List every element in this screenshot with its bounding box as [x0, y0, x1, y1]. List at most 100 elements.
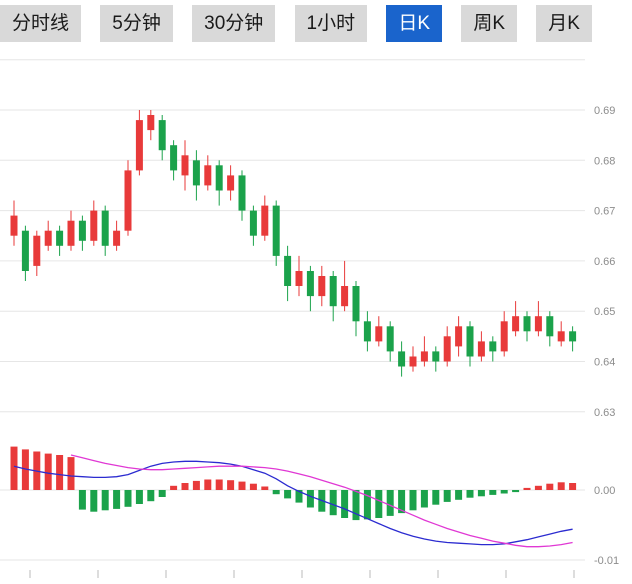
candle-body [375, 326, 383, 342]
macd-bar [204, 479, 212, 490]
macd-bar [352, 490, 360, 521]
candle-body [386, 326, 394, 352]
candle-body [261, 205, 269, 236]
macd-bar [113, 490, 121, 509]
macd-bar [546, 483, 554, 490]
candle-body [90, 210, 98, 241]
price-axis-label: 0.64 [594, 357, 615, 369]
macd-bar [443, 490, 451, 502]
candle-body [135, 120, 143, 171]
macd-bar [78, 490, 86, 510]
candle-body [67, 220, 75, 246]
macd-bar [466, 490, 474, 498]
tab-30min[interactable]: 30分钟 [192, 5, 276, 42]
candle-body [443, 336, 451, 362]
candle-body [512, 316, 520, 332]
macd-bar [147, 490, 155, 502]
candle-body [534, 316, 542, 332]
candle-body [21, 230, 29, 271]
price-axis-label: 0.66 [594, 256, 615, 268]
macd-bar [272, 490, 280, 495]
macd-bar [477, 490, 485, 497]
candle-body [318, 276, 326, 297]
macd-bar [215, 479, 223, 490]
tab-daily-k[interactable]: 日K [386, 5, 443, 42]
macd-bar [21, 449, 29, 490]
wicks-layer [13, 110, 574, 377]
macd-bar [67, 457, 75, 490]
interval-tabbar: 分时线 5分钟 30分钟 1小时 日K 周K 月K [0, 0, 632, 42]
macd-bar [398, 490, 406, 514]
macd-bar [170, 485, 178, 490]
macd-bar [306, 490, 314, 508]
macd-bar [455, 490, 463, 500]
candle-body [409, 356, 417, 367]
candle-body [33, 235, 41, 266]
candle-body [113, 230, 121, 246]
macd-bar [192, 480, 200, 490]
candle-body [489, 341, 497, 352]
tab-1hour[interactable]: 1小时 [294, 5, 368, 42]
dif-line [13, 460, 573, 546]
tab-timeshare[interactable]: 分时线 [0, 5, 82, 42]
macd-bar [512, 490, 520, 493]
macd-bar [569, 483, 577, 490]
macd-bar [375, 490, 383, 518]
macd-bar [44, 453, 52, 490]
candle-body [158, 120, 166, 151]
macd-bar [261, 486, 269, 490]
macd-bar [500, 490, 508, 494]
candle-body [363, 321, 371, 342]
macd-bar [181, 483, 189, 490]
tab-monthly-k[interactable]: 月K [536, 5, 592, 42]
price-axis-label: 0.68 [594, 155, 615, 167]
price-axis-label: 0.69 [594, 105, 615, 117]
macd-bar [523, 487, 531, 490]
candlestick-macd-chart[interactable]: 0.69 0.68 0.67 0.66 0.65 0.64 0.63 0.00 -0.01 [0, 42, 632, 579]
candle-body [477, 341, 485, 357]
tab-5min[interactable]: 5分钟 [100, 5, 173, 42]
candle-body [306, 271, 314, 297]
candle-body [124, 170, 132, 231]
candle-body [238, 175, 246, 211]
macd-bar [534, 485, 542, 490]
candle-body [398, 351, 406, 367]
candle-body [523, 316, 531, 332]
candle-body [249, 210, 257, 236]
candle-body [227, 175, 235, 191]
candle-body [181, 155, 189, 176]
candle-body [10, 215, 18, 236]
macd-lines-layer [13, 454, 573, 548]
candle-body [466, 326, 474, 357]
candle-body [557, 331, 565, 342]
macd-bar [386, 490, 394, 516]
macd-bar [135, 490, 143, 504]
candle-body [329, 276, 337, 307]
macd-axis-label: -0.01 [594, 555, 619, 567]
candle-body [546, 316, 554, 337]
candle-body [341, 286, 349, 307]
candle-body [295, 271, 303, 286]
macd-bar [489, 490, 497, 495]
macd-bar [90, 490, 98, 512]
macd-bar [329, 490, 337, 516]
macd-bar [101, 490, 109, 511]
candle-body [420, 351, 428, 362]
price-axis-label: 0.67 [594, 206, 615, 218]
macd-bar [557, 482, 565, 490]
candle-body [569, 331, 577, 342]
macd-bar [432, 490, 440, 505]
price-axis-label: 0.63 [594, 407, 615, 419]
candles-layer [10, 115, 577, 367]
macd-bar [284, 490, 292, 499]
macd-bar [56, 455, 64, 490]
macd-bar [238, 481, 246, 490]
macd-bar [420, 490, 428, 508]
macd-bar [295, 490, 303, 503]
macd-histogram-layer [10, 446, 577, 521]
candle-body [500, 321, 508, 352]
macd-bar [341, 490, 349, 518]
axes-layer: 0.69 0.68 0.67 0.66 0.65 0.64 0.63 0.00 -0.01 [0, 59, 619, 578]
tab-weekly-k[interactable]: 周K [461, 5, 518, 42]
candle-body [204, 165, 212, 186]
